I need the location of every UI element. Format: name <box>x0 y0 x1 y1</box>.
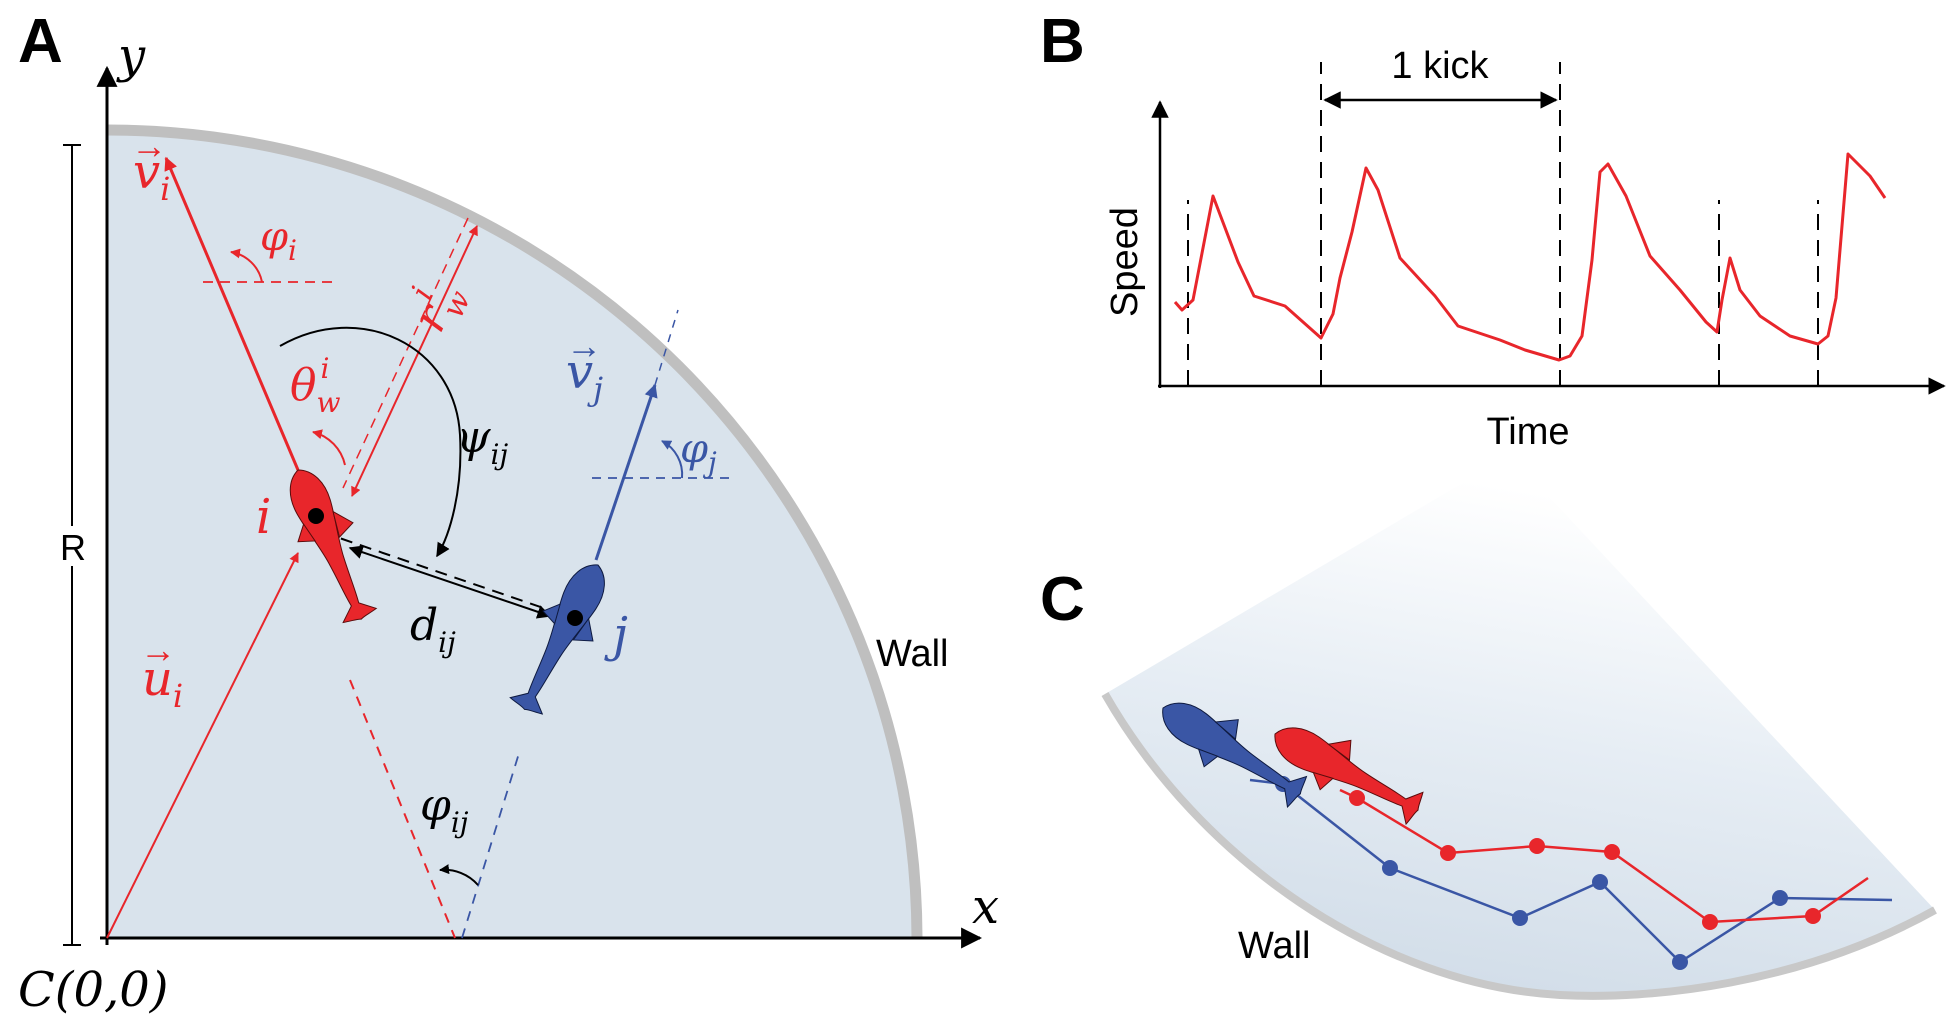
u-i-label: ui <box>142 651 183 715</box>
trajectory-point <box>1440 845 1456 861</box>
fish-i-label: i <box>256 489 271 545</box>
radius-label: R <box>60 527 86 568</box>
arena-c-wall <box>1101 692 1937 1000</box>
psi-ij-arc <box>279 326 462 558</box>
theta-w-arc <box>312 429 346 466</box>
time-axis-label: Time <box>1486 411 1569 453</box>
panel-b-letter: B <box>1040 7 1085 76</box>
trajectory-point <box>1702 914 1718 930</box>
phi-j-label: φj <box>680 426 717 479</box>
arena-fill <box>107 130 917 938</box>
origin-label: C(0,0) <box>18 962 169 1018</box>
y-axis-label: y <box>116 28 146 84</box>
kick-span-label: 1 kick <box>1391 45 1489 87</box>
v-j-arrow-accent: → <box>566 325 602 366</box>
v-j-label: vj <box>566 344 603 408</box>
trajectory-point <box>1529 838 1545 854</box>
trajectory-point <box>1805 908 1821 924</box>
arena-wall <box>106 124 923 939</box>
trajectory-j <box>1249 778 1893 964</box>
speed-trace <box>1173 152 1887 362</box>
phi-j-arc <box>661 440 684 479</box>
panel-a: A y x C(0,0) R Wall ui → vi → <box>18 7 999 1018</box>
trajectory-point <box>1772 890 1788 906</box>
d-ij-arrow <box>348 545 552 619</box>
trajectory-point <box>1512 910 1528 926</box>
wall-label-c: Wall <box>1238 925 1310 967</box>
phi-i-arc <box>230 248 263 283</box>
trajectory-point <box>1604 844 1620 860</box>
phi-i-label: φi <box>260 214 297 267</box>
panel-b: B Speed Time 1 kick <box>1040 7 1946 453</box>
arena-c-fill <box>1105 455 1935 996</box>
panel-c: C Wall <box>1040 455 1937 1000</box>
d-ij-label: dij <box>410 600 456 659</box>
u-i-vector <box>106 552 299 939</box>
u-i-arrow-accent: → <box>140 629 176 670</box>
v-j-vector <box>594 383 658 561</box>
x-axis-label: x <box>972 879 999 935</box>
v-i-vector <box>164 156 300 471</box>
trajectory-point <box>1349 790 1365 806</box>
trajectory-i-points <box>1349 790 1821 930</box>
psi-ij-label: ψij <box>456 412 508 471</box>
heading-j-extension <box>461 749 521 939</box>
trajectory-point <box>1592 874 1608 890</box>
v-i-arrow-accent: → <box>131 125 167 166</box>
wall-label-a: Wall <box>876 633 948 675</box>
trajectory-point <box>1672 954 1688 970</box>
phi-ij-arc <box>439 864 479 886</box>
fish-j-center-dot <box>567 610 583 626</box>
fish-i-center-dot <box>308 508 324 524</box>
phi-ij-label: φij <box>420 780 469 839</box>
v-i-label: vi <box>133 144 170 208</box>
trajectory-i <box>1339 788 1869 924</box>
r-w-arrow <box>351 225 478 497</box>
trajectory-point <box>1382 860 1398 876</box>
panel-c-letter: C <box>1040 565 1085 634</box>
theta-w-label: θwi <box>290 352 341 419</box>
panel-a-letter: A <box>18 7 63 76</box>
speed-axis-label: Speed <box>1104 207 1146 317</box>
